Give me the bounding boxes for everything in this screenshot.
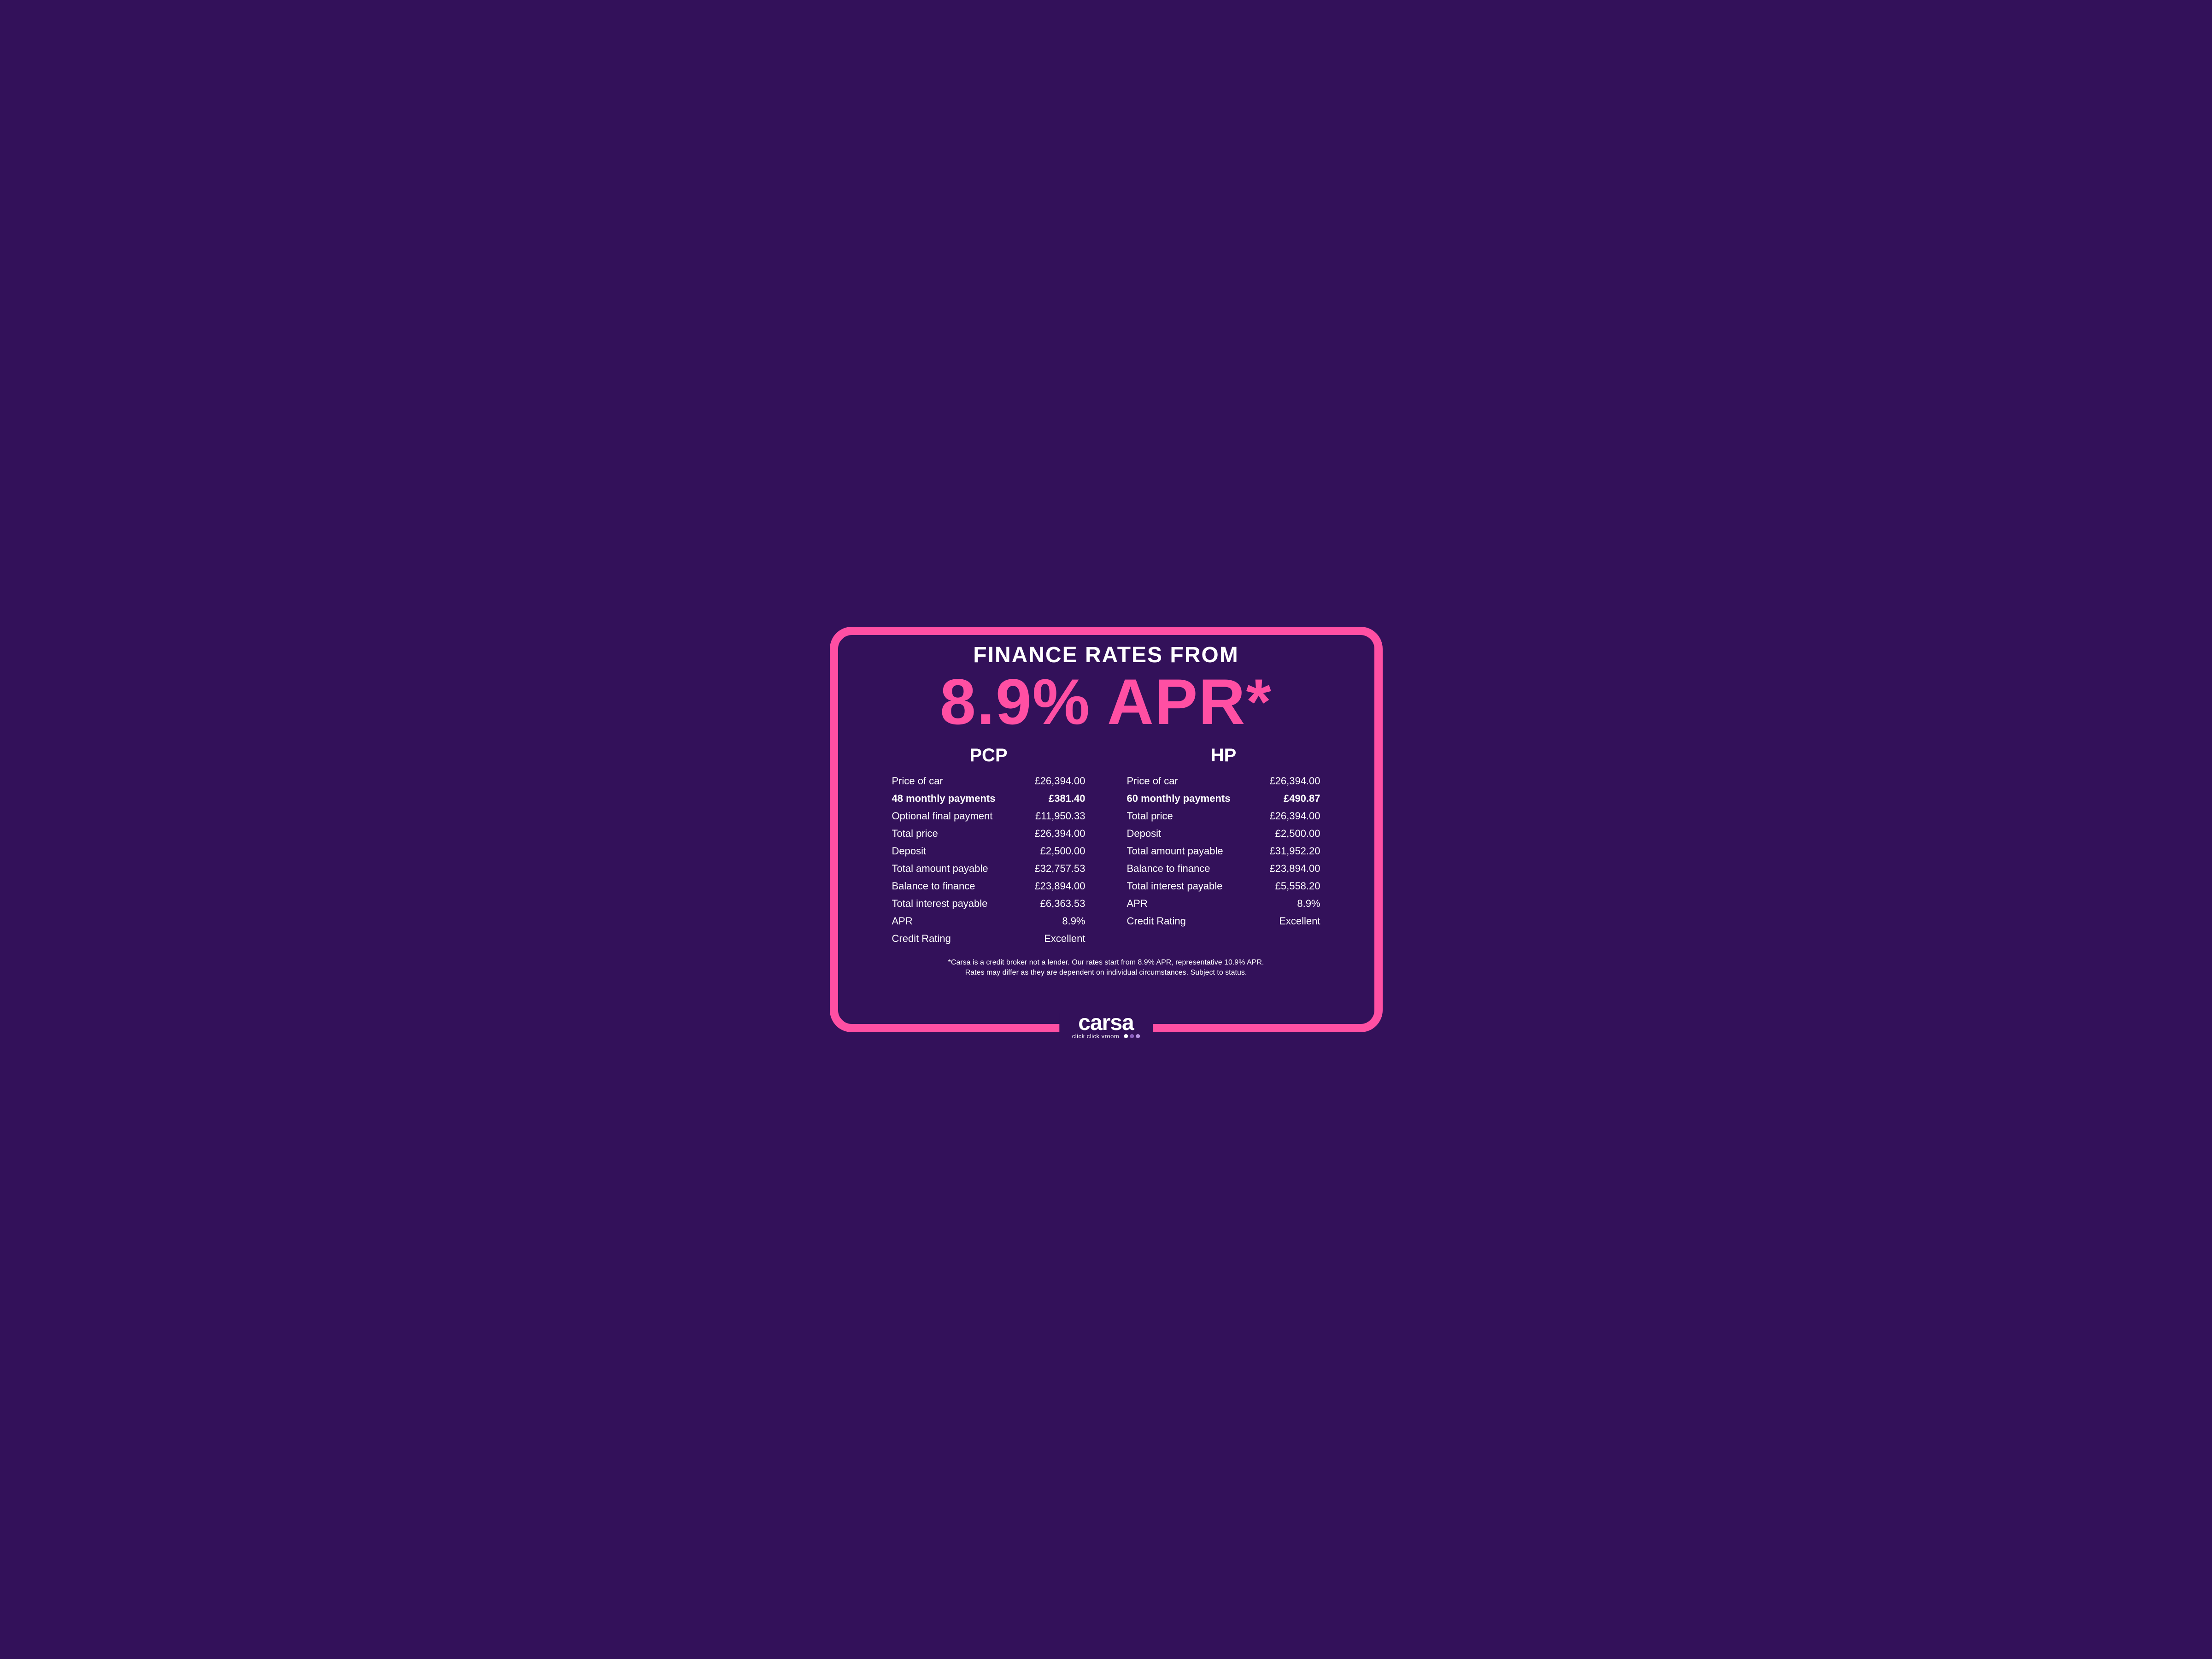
hp-row-label: Price of car [1127,775,1178,787]
pcp-row: Total amount payable £32,757.53 [892,863,1085,875]
hp-row: 60 monthly payments £490.87 [1127,793,1320,805]
pcp-row-value: £6,363.53 [1040,898,1085,910]
headline-text: FINANCE RATES FROM [973,642,1238,668]
hp-row-label: Balance to finance [1127,863,1210,875]
pcp-row-label: 48 monthly payments [892,793,996,805]
pcp-row-label: Credit Rating [892,933,951,945]
pcp-row: Total interest payable £6,363.53 [892,898,1085,910]
pcp-column: PCP Price of car £26,394.00 48 monthly pay… [892,745,1085,945]
pcp-row: Balance to finance £23,894.00 [892,880,1085,892]
pcp-row-label: Optional final payment [892,810,993,822]
hp-row-value: £26,394.00 [1269,810,1320,822]
pcp-row: Price of car £26,394.00 [892,775,1085,787]
pcp-row: APR 8.9% [892,915,1085,927]
hp-row-label: Credit Rating [1127,915,1186,927]
hp-row: Balance to finance £23,894.00 [1127,863,1320,875]
pcp-title: PCP [892,745,1085,766]
hp-row-value: 8.9% [1297,898,1320,910]
pcp-row-value: Excellent [1044,933,1085,945]
hp-row: Credit Rating Excellent [1127,915,1320,927]
pcp-row-value: £381.40 [1049,793,1085,805]
hp-row-label: Total price [1127,810,1173,822]
hp-row-value: Excellent [1279,915,1320,927]
hp-row-label: Total amount payable [1127,845,1223,857]
finance-promo-frame: FINANCE RATES FROM 8.9% APR* PCP Price o… [811,608,1401,1051]
pcp-rows: Price of car £26,394.00 48 monthly payment… [892,775,1085,945]
pcp-row-label: Total price [892,828,938,840]
hp-rows: Price of car £26,394.00 60 monthly payment… [1127,775,1320,927]
tagline-row: click click vroom [1072,1033,1140,1040]
pcp-row-value: £32,757.53 [1034,863,1085,875]
pcp-row-value: £26,394.00 [1034,828,1085,840]
hp-row: Price of car £26,394.00 [1127,775,1320,787]
pcp-row-value: £26,394.00 [1034,775,1085,787]
pcp-row-value: £23,894.00 [1034,880,1085,892]
hp-row: Deposit £2,500.00 [1127,828,1320,840]
pcp-row-value: £11,950.33 [1035,810,1085,822]
hp-row: Total interest payable £5,558.20 [1127,880,1320,892]
finance-columns: PCP Price of car £26,394.00 48 monthly pay… [830,745,1383,945]
pcp-row-label: Balance to finance [892,880,975,892]
content-area: FINANCE RATES FROM 8.9% APR* PCP Price o… [830,627,1383,1032]
hp-column: HP Price of car £26,394.00 60 monthly paym… [1127,745,1320,945]
pcp-row: Deposit £2,500.00 [892,845,1085,857]
pcp-row: Total price £26,394.00 [892,828,1085,840]
hp-row-value: £26,394.00 [1269,775,1320,787]
hp-row-label: Deposit [1127,828,1162,840]
hp-title: HP [1127,745,1320,766]
disclaimer-text: *Carsa is a credit broker not a lender. … [948,958,1264,977]
dot-1-icon [1124,1034,1128,1038]
hp-row-value: £5,558.20 [1275,880,1320,892]
hp-row-value: £31,952.20 [1269,845,1320,857]
dot-2-icon [1130,1034,1134,1038]
dot-3-icon [1136,1034,1140,1038]
pcp-row-label: Deposit [892,845,927,857]
pcp-row-label: Total interest payable [892,898,988,910]
hp-row-label: APR [1127,898,1148,910]
disclaimer-line-1: *Carsa is a credit broker not a lender. … [948,959,1264,966]
hp-row: Total amount payable £31,952.20 [1127,845,1320,857]
brand-logo-text: carsa [1072,1013,1140,1033]
pcp-row-value: 8.9% [1062,915,1085,927]
pcp-row-value: £2,500.00 [1040,845,1085,857]
pcp-row-label: Price of car [892,775,943,787]
hp-row-label: Total interest payable [1127,880,1223,892]
pcp-row: 48 monthly payments £381.40 [892,793,1085,805]
hp-row-value: £23,894.00 [1269,863,1320,875]
pcp-row-label: APR [892,915,913,927]
pcp-row: Optional final payment £11,950.33 [892,810,1085,822]
rate-text: 8.9% APR* [940,670,1272,734]
logo-container: carsa click click vroom [1059,1013,1153,1040]
hp-row-value: £490.87 [1284,793,1320,805]
pcp-row-label: Total amount payable [892,863,988,875]
hp-row-value: £2,500.00 [1275,828,1320,840]
brand-dots-icon [1124,1034,1140,1038]
hp-row: Total price £26,394.00 [1127,810,1320,822]
hp-row: APR 8.9% [1127,898,1320,910]
disclaimer-line-2: Rates may differ as they are dependent o… [965,969,1247,977]
pcp-row: Credit Rating Excellent [892,933,1085,945]
hp-row-label: 60 monthly payments [1127,793,1231,805]
brand-tagline: click click vroom [1072,1033,1119,1040]
